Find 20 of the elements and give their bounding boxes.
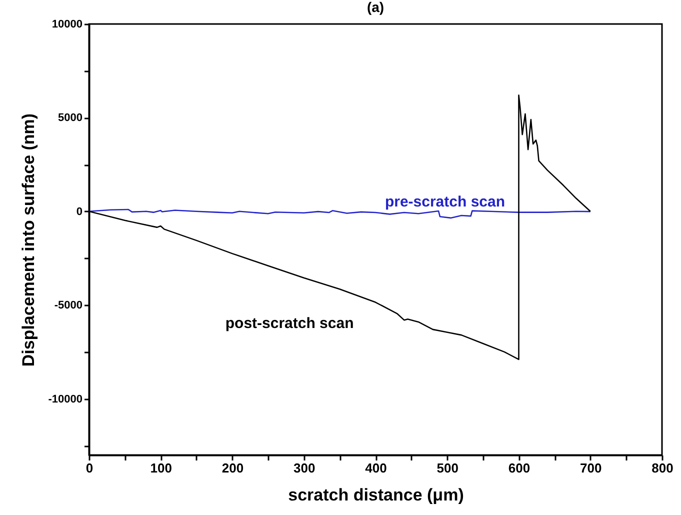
x-tick-label: 700 <box>580 460 602 476</box>
x-tick-label: 300 <box>294 460 316 476</box>
x-tick-label: 100 <box>150 460 172 476</box>
y-tick-label: -10000 <box>48 393 82 406</box>
series-label: pre-scratch scan <box>384 194 506 211</box>
x-axis-title: scratch distance (μm) <box>288 486 464 504</box>
y-tick-label: -5000 <box>54 300 82 312</box>
x-tick-label: 0 <box>86 460 94 476</box>
x-tick-label: 200 <box>222 460 244 476</box>
x-tick-label: 500 <box>436 460 458 476</box>
y-tick-label: 0 <box>76 206 82 218</box>
line-series <box>89 208 592 219</box>
series-label: post-scratch scan <box>225 314 354 332</box>
y-tick-label: 5000 <box>58 112 82 124</box>
x-tick-label: 600 <box>508 460 530 476</box>
chart-title: (a) <box>366 0 384 15</box>
x-tick-label: 800 <box>652 460 674 476</box>
x-tick-label: 400 <box>365 460 387 476</box>
y-axis-title: Displacement into surface (nm) <box>19 113 38 367</box>
y-tick-label: 10000 <box>52 18 82 30</box>
